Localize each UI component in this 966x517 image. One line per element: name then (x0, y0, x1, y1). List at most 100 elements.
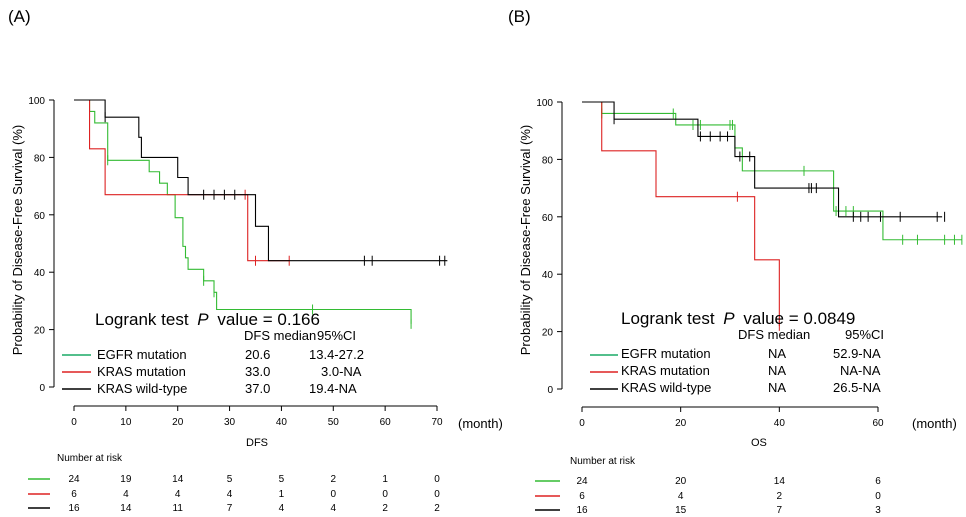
panel-a-risk-title: Number at risk (57, 453, 123, 464)
risk-0-1: 20 (675, 476, 687, 487)
y-tick-label-60: 60 (34, 211, 46, 222)
panel-b-ci-header: 95%CI (845, 327, 884, 342)
panel-b-ci-kras-wt: 26.5-NA (833, 380, 881, 395)
series-kras-wild-type (74, 99, 448, 262)
risk-0-3: 5 (227, 474, 233, 485)
risk-1-0: 6 (71, 489, 77, 500)
risk-1-0: 6 (579, 491, 585, 502)
series-kras-wild-type (582, 101, 943, 218)
panel-b-ci-egfr: 52.9-NA (833, 346, 881, 361)
risk-2-0: 16 (68, 503, 80, 514)
x-tick-label-20: 20 (675, 418, 687, 429)
panel-b-legend-egfr: EGFR mutation (621, 346, 711, 361)
risk-0-5: 2 (331, 474, 337, 485)
panel-a-median-header: DFS median (244, 328, 316, 343)
panel-a-ci-egfr: 13.4-27.2 (309, 347, 364, 362)
risk-0-0: 24 (576, 476, 588, 487)
panel-b-legend-kras-mut: KRAS mutation (621, 363, 710, 378)
panel-b-label: (B) (508, 7, 531, 26)
x-tick-label-30: 30 (224, 417, 236, 428)
panel-a-curves (74, 99, 448, 329)
x-tick-label-10: 10 (120, 417, 132, 428)
risk-0-7: 0 (434, 474, 440, 485)
panel-b-ci-kras-mut: NA-NA (840, 363, 881, 378)
y-tick-label-100: 100 (536, 98, 553, 109)
y-tick-label-20: 20 (34, 326, 46, 337)
panel-a-legend-kras-mut: KRAS mutation (97, 364, 186, 379)
risk-1-6: 0 (382, 489, 388, 500)
panel-b-legend-kras-wt: KRAS wild-type (621, 380, 711, 395)
risk-2-1: 14 (120, 503, 132, 514)
risk-1-2: 2 (777, 491, 783, 502)
risk-2-7: 2 (434, 503, 440, 514)
panel-b-ylabel: Probability of Disease-Free Survival (%) (518, 125, 533, 355)
x-tick-label-70: 70 (431, 417, 443, 428)
risk-0-3: 6 (875, 476, 881, 487)
risk-2-2: 7 (777, 505, 783, 516)
risk-2-0: 16 (576, 505, 588, 516)
risk-0-0: 24 (68, 474, 80, 485)
x-tick-label-20: 20 (172, 417, 184, 428)
panel-a-legend-kras-wt: KRAS wild-type (97, 381, 187, 396)
risk-2-3: 3 (875, 505, 881, 516)
panel-b: (B) Probability of Disease-Free Survival… (508, 7, 963, 516)
risk-0-6: 1 (382, 474, 388, 485)
panel-b-logrank: Logrank test P value = 0.0849 (621, 309, 855, 328)
y-tick-label-80: 80 (542, 155, 554, 166)
x-tick-label-60: 60 (872, 418, 884, 429)
panel-a-ci-kras-wt: 19.4-NA (309, 381, 357, 396)
panel-a: (A) Probability of Disease-Free Survival… (8, 7, 503, 514)
y-tick-label-100: 100 (28, 96, 45, 107)
risk-2-6: 2 (382, 503, 388, 514)
panel-b-median-egfr: NA (768, 346, 786, 361)
y-tick-label-80: 80 (34, 153, 46, 164)
risk-1-7: 0 (434, 489, 440, 500)
x-tick-label-40: 40 (774, 418, 786, 429)
x-tick-label-0: 0 (71, 417, 77, 428)
panel-a-ci-kras-mut: 3.0-NA (321, 364, 362, 379)
panel-a-legend-egfr: EGFR mutation (97, 347, 187, 362)
risk-0-4: 5 (279, 474, 285, 485)
risk-1-3: 4 (227, 489, 233, 500)
panel-a-ci-header: 95%CI (317, 328, 356, 343)
x-tick-label-0: 0 (579, 418, 585, 429)
risk-1-1: 4 (123, 489, 129, 500)
risk-2-1: 15 (675, 505, 687, 516)
risk-1-3: 0 (875, 491, 881, 502)
risk-0-2: 14 (172, 474, 184, 485)
risk-1-4: 1 (279, 489, 285, 500)
panel-a-median-kras-wt: 37.0 (245, 381, 270, 396)
risk-1-2: 4 (175, 489, 181, 500)
risk-1-1: 4 (678, 491, 684, 502)
y-tick-label-0: 0 (547, 385, 553, 396)
panel-b-xlabel: OS (751, 437, 767, 449)
y-tick-label-40: 40 (34, 268, 46, 279)
panel-b-median-kras-mut: NA (768, 363, 786, 378)
risk-0-2: 14 (774, 476, 786, 487)
series-kras-mutation (74, 99, 290, 262)
x-tick-label-50: 50 (328, 417, 340, 428)
panel-b-median-kras-wt: NA (768, 380, 786, 395)
panel-b-risk-title: Number at risk (570, 456, 636, 467)
risk-2-2: 11 (173, 503, 184, 514)
panel-a-label: (A) (8, 7, 31, 26)
panel-a-median-egfr: 20.6 (245, 347, 270, 362)
y-tick-label-40: 40 (542, 270, 554, 281)
y-tick-label-0: 0 (39, 383, 45, 394)
risk-0-1: 19 (120, 474, 132, 485)
series-kras-mutation (582, 101, 780, 326)
x-tick-label-40: 40 (276, 417, 288, 428)
risk-2-4: 4 (279, 503, 285, 514)
panel-b-xunit: (month) (912, 416, 957, 431)
panel-a-logrank: Logrank test P value = 0.166 (95, 310, 320, 329)
series-egfr-mutation (582, 101, 962, 241)
series-egfr-mutation (74, 99, 412, 324)
risk-2-5: 4 (331, 503, 337, 514)
risk-1-5: 0 (331, 489, 337, 500)
panel-a-xlabel: DFS (246, 437, 268, 449)
panel-a-ylabel: Probability of Disease-Free Survival (%) (10, 125, 25, 355)
panel-a-median-kras-mut: 33.0 (245, 364, 270, 379)
panel-b-curves (582, 101, 963, 331)
y-tick-label-60: 60 (542, 213, 554, 224)
